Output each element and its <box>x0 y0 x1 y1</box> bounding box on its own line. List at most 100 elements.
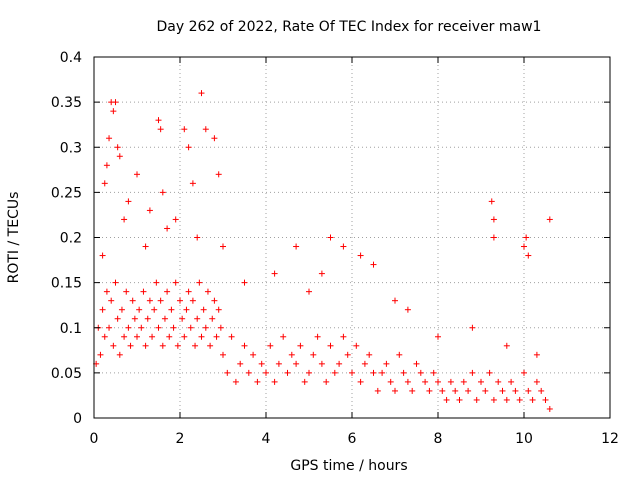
data-point <box>327 342 334 349</box>
data-point <box>164 288 171 295</box>
chart-title: Day 262 of 2022, Rate Of TEC Index for r… <box>157 19 542 35</box>
x-tick-label: 0 <box>90 431 99 447</box>
data-point <box>344 351 351 358</box>
data-point <box>271 378 278 385</box>
data-point <box>241 342 248 349</box>
data-point <box>157 126 164 133</box>
data-point <box>383 360 390 367</box>
data-point <box>490 216 497 223</box>
data-point <box>204 288 211 295</box>
data-point <box>478 378 484 385</box>
data-point <box>523 234 530 241</box>
data-point <box>297 342 304 349</box>
data-point <box>488 198 495 205</box>
data-point <box>336 360 343 367</box>
data-point <box>146 297 153 304</box>
data-point <box>267 342 274 349</box>
data-point <box>185 144 192 151</box>
data-point <box>134 333 140 340</box>
data-point <box>157 297 164 304</box>
data-point <box>435 378 441 385</box>
data-point <box>263 369 269 376</box>
data-point <box>220 351 226 358</box>
x-tick-labels: 0 2 4 6 8 10 12 <box>90 431 619 447</box>
data-point <box>155 324 162 331</box>
data-point <box>404 378 411 385</box>
data-point <box>392 297 398 304</box>
data-point <box>228 333 235 340</box>
data-point <box>486 369 493 376</box>
data-point <box>387 378 394 385</box>
data-point <box>426 387 433 394</box>
data-point <box>495 378 502 385</box>
data-point <box>516 396 523 403</box>
data-point <box>189 180 196 187</box>
data-point <box>430 369 437 376</box>
data-point <box>525 387 532 394</box>
data-point <box>200 306 207 313</box>
data-point <box>452 387 459 394</box>
data-point <box>490 234 497 241</box>
data-point <box>250 351 257 358</box>
data-point <box>533 378 540 385</box>
data-point <box>164 225 171 232</box>
data-point <box>121 216 128 223</box>
data-point <box>310 351 317 358</box>
data-point <box>202 126 209 133</box>
data-point <box>194 315 201 322</box>
data-point <box>473 396 480 403</box>
data-point <box>361 360 368 367</box>
x-tick-label: 4 <box>262 431 271 447</box>
data-point <box>503 342 510 349</box>
data-point <box>172 216 179 223</box>
data-point <box>110 342 117 349</box>
data-point <box>211 297 218 304</box>
data-point <box>460 378 467 385</box>
data-point <box>185 288 192 295</box>
data-point <box>366 351 373 358</box>
data-point <box>198 90 205 97</box>
data-point <box>521 369 527 376</box>
points <box>93 90 553 412</box>
data-point <box>435 333 441 340</box>
data-point <box>323 378 330 385</box>
data-point <box>318 360 325 367</box>
data-point <box>499 387 506 394</box>
data-point <box>131 315 138 322</box>
data-point <box>284 369 291 376</box>
data-point <box>138 324 145 331</box>
data-point <box>374 387 381 394</box>
y-tick-label: 0.1 <box>60 321 82 337</box>
x-tick-label: 8 <box>434 431 443 447</box>
data-point <box>177 297 183 304</box>
data-point <box>209 315 216 322</box>
data-point <box>114 315 121 322</box>
grid <box>94 57 610 418</box>
data-point <box>340 243 347 250</box>
data-point <box>306 288 312 295</box>
data-point <box>482 387 489 394</box>
y-tick-label: 0.4 <box>60 50 82 66</box>
data-point <box>293 360 300 367</box>
data-point <box>211 135 218 142</box>
data-point <box>447 378 454 385</box>
data-point <box>174 342 181 349</box>
data-point <box>213 333 220 340</box>
data-point <box>179 315 186 322</box>
data-point <box>144 315 151 322</box>
data-point <box>357 252 364 259</box>
data-point <box>136 306 143 313</box>
data-point <box>521 243 527 250</box>
data-point <box>288 351 295 358</box>
data-point <box>237 360 244 367</box>
x-tick-label: 2 <box>176 431 185 447</box>
data-point <box>258 360 265 367</box>
x-axis-label: GPS time / hours <box>290 458 407 474</box>
y-tick-label: 0.35 <box>51 95 82 111</box>
data-point <box>118 306 125 313</box>
data-point <box>318 270 325 277</box>
data-point <box>101 333 108 340</box>
data-point <box>241 279 248 286</box>
data-point <box>159 342 166 349</box>
data-point <box>400 369 407 376</box>
